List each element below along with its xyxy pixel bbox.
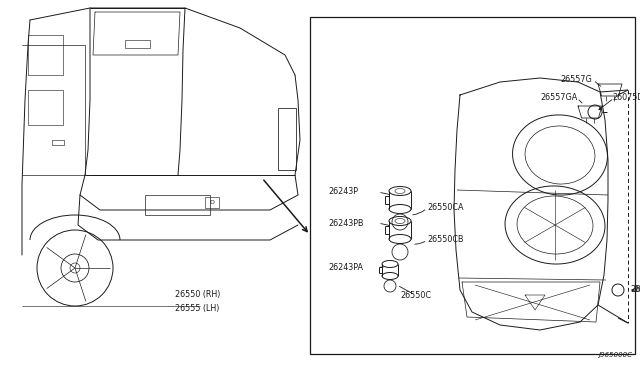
Text: 26243PB: 26243PB — [328, 218, 364, 228]
Text: 26550C: 26550C — [400, 291, 431, 299]
Bar — [310, 17, 635, 354]
Text: 26521A: 26521A — [630, 285, 640, 295]
Bar — [125, 40, 150, 48]
Text: 26557G: 26557G — [560, 76, 592, 84]
Text: 26555 (LH): 26555 (LH) — [175, 304, 220, 312]
Text: J965000C: J965000C — [598, 352, 632, 358]
Bar — [145, 195, 210, 215]
Bar — [28, 35, 63, 75]
Bar — [52, 140, 64, 145]
Text: 26557GA: 26557GA — [540, 93, 577, 103]
Text: 26075D: 26075D — [612, 93, 640, 103]
Text: 26521A: 26521A — [633, 285, 640, 295]
Text: 26243P: 26243P — [328, 187, 358, 196]
Text: 26550 (RH): 26550 (RH) — [175, 291, 220, 299]
Text: 26550CA: 26550CA — [427, 203, 463, 212]
Bar — [28, 90, 63, 125]
Text: D: D — [209, 201, 214, 205]
Bar — [205, 197, 219, 208]
Bar — [278, 108, 296, 170]
Text: 26550CB: 26550CB — [427, 235, 463, 244]
Text: 26243PA: 26243PA — [328, 263, 363, 272]
